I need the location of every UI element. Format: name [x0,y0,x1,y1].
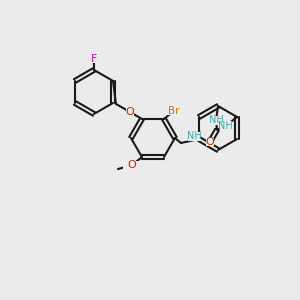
Text: Br: Br [168,106,180,116]
Text: NH: NH [218,121,233,131]
Text: F: F [91,54,97,64]
FancyBboxPatch shape [210,116,222,125]
FancyBboxPatch shape [220,122,232,130]
FancyBboxPatch shape [123,160,141,169]
FancyBboxPatch shape [90,55,98,63]
Text: NH: NH [208,116,224,125]
FancyBboxPatch shape [188,131,200,140]
Text: NH: NH [187,131,201,141]
Text: O: O [206,137,214,147]
FancyBboxPatch shape [167,106,181,116]
Text: O: O [126,107,134,117]
FancyBboxPatch shape [126,108,134,116]
FancyBboxPatch shape [206,138,214,146]
Text: O: O [128,160,136,170]
